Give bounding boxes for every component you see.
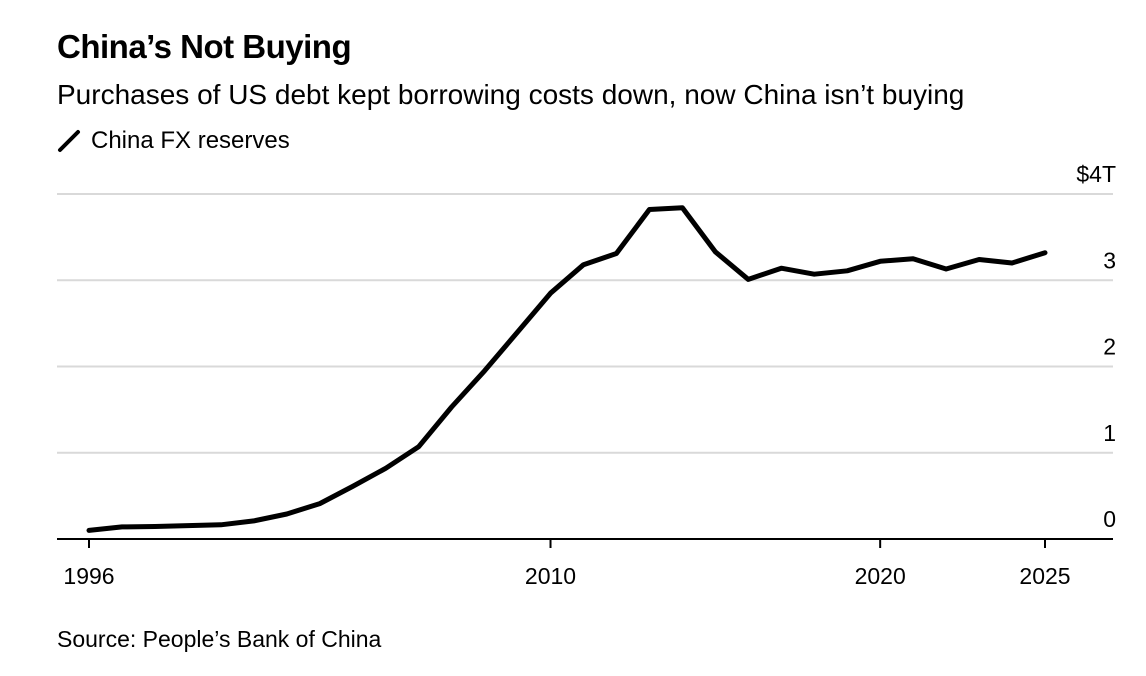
x-tick-label: 2025 (1019, 563, 1070, 589)
y-tick-label: $4T (1076, 161, 1116, 187)
x-tick-label: 1996 (63, 563, 114, 589)
label-layer: 0 1 2 3 $4T 1996 2010 2020 2025 (63, 161, 1116, 589)
y-tick-label: 1 (1103, 420, 1116, 446)
x-tick-label: 2010 (525, 563, 576, 589)
series-line-china-fx-reserves (86, 205, 1048, 533)
legend-line-icon (58, 130, 80, 152)
y-tick-label: 3 (1103, 247, 1116, 273)
y-tick-label: 2 (1103, 334, 1116, 360)
axis-layer (57, 538, 1113, 548)
source-note: Source: People’s Bank of China (57, 626, 382, 652)
chart-title: China’s Not Buying (57, 28, 352, 65)
series-layer (86, 205, 1048, 533)
x-tick-label: 2020 (855, 563, 906, 589)
chart-subtitle: Purchases of US debt kept borrowing cost… (57, 79, 965, 110)
chart-legend: China FX reserves (57, 125, 290, 157)
y-tick-label: 0 (1103, 506, 1116, 532)
grid-layer (57, 193, 1113, 454)
legend-label: China FX reserves (91, 127, 290, 154)
